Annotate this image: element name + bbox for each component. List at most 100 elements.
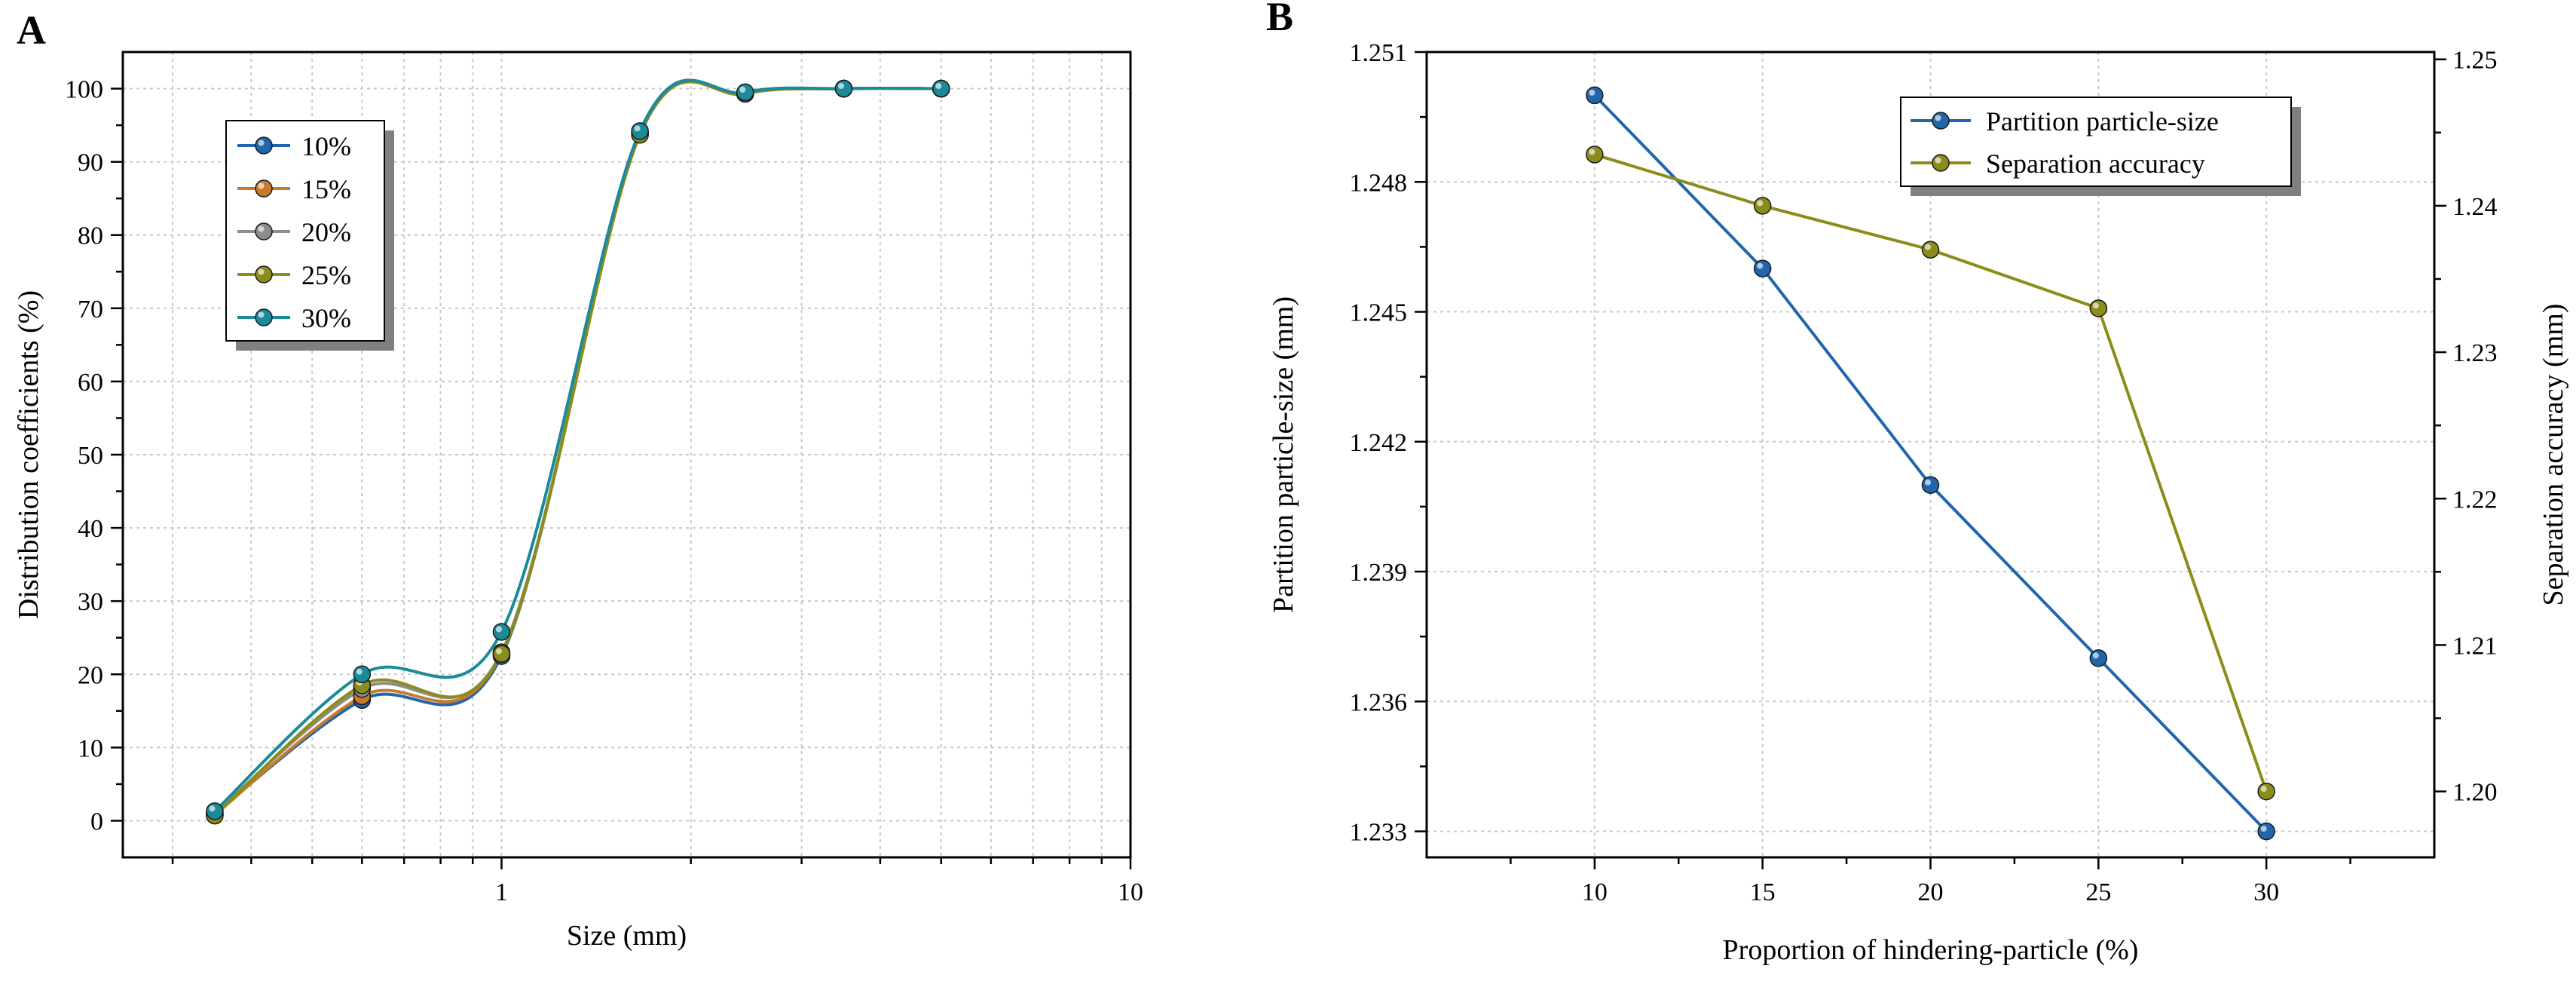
- legend-marker: [255, 136, 273, 155]
- y-tick-label: 10: [78, 734, 103, 762]
- plot-frame: [121, 51, 1132, 859]
- y-tick-label: 1.236: [1350, 688, 1408, 716]
- y-tick-label: 1.239: [1350, 559, 1408, 587]
- legend: Partition particle-size Separation accura…: [1900, 97, 2301, 196]
- data-point-highlight: [2260, 826, 2267, 832]
- y2-tick-label: 1.25: [2452, 47, 2498, 75]
- y-tick-label: 1.248: [1350, 169, 1408, 197]
- legend-marker: [1932, 154, 1950, 172]
- data-point: [492, 623, 511, 641]
- data-point-highlight: [356, 668, 363, 675]
- data-point: [932, 79, 950, 98]
- y-tick-label: 1.251: [1350, 39, 1408, 67]
- legend-marker: [1932, 112, 1950, 130]
- legend-marker: [255, 222, 273, 241]
- x-tick-label: 1: [495, 878, 508, 906]
- data-point: [2089, 649, 2108, 667]
- data-point: [2257, 822, 2275, 841]
- data-point-highlight: [209, 805, 216, 812]
- y2-axis-title: Separation accuracy (mm): [2538, 304, 2569, 606]
- data-point-highlight: [935, 83, 942, 90]
- legend-marker-highlight: [258, 311, 265, 318]
- y-tick-label: 40: [78, 515, 103, 543]
- x-tick-label: 20: [1918, 878, 1944, 906]
- y-tick-label: 1.245: [1350, 299, 1408, 327]
- legend-label: Separation accuracy: [1986, 149, 2205, 179]
- data-point-highlight: [634, 125, 641, 132]
- data-point: [1921, 476, 1940, 494]
- y-tick-label: 100: [65, 76, 103, 104]
- x-tick-label: 30: [2253, 878, 2279, 906]
- data-point-highlight: [1589, 89, 1595, 96]
- series-line-partition-particle-size: [1593, 94, 2268, 832]
- legend: 10% 15% 20% 25% 30%: [225, 120, 394, 351]
- legend-marker: [255, 179, 273, 198]
- legend-label: 10%: [301, 131, 351, 161]
- x-tick-label: 10: [1582, 878, 1608, 906]
- y-tick-label: 0: [90, 808, 103, 835]
- legend-marker-highlight: [258, 139, 265, 146]
- data-point-highlight: [1757, 262, 1764, 269]
- x-axis-title: Proportion of hindering-particle (%): [1723, 934, 2139, 966]
- legend-marker-highlight: [1935, 115, 1941, 121]
- data-point-highlight: [1589, 149, 1595, 155]
- data-point: [1921, 241, 1940, 259]
- data-point-highlight: [2092, 302, 2099, 309]
- x-axis-title: Size (mm): [567, 920, 687, 952]
- data-point-highlight: [838, 83, 845, 90]
- chart-panel-b: 10 15 20 25 30 1.233 1.236 1.239 1.242 1.245 1.248…: [1266, 0, 2569, 966]
- legend-marker: [255, 308, 273, 326]
- legend-label: 30%: [301, 303, 351, 333]
- data-point: [206, 802, 224, 820]
- legend-label: 15%: [301, 174, 351, 204]
- y-tick-label: 90: [78, 149, 103, 177]
- data-point: [1753, 259, 1772, 277]
- y-axis-title: Partition particle-size (mm): [1268, 296, 1299, 613]
- data-point: [2089, 299, 2108, 317]
- data-point-highlight: [2260, 786, 2267, 792]
- data-point-highlight: [495, 648, 502, 655]
- plot-frame: [1425, 51, 2436, 859]
- data-point: [1753, 197, 1772, 215]
- legend-marker-highlight: [258, 268, 265, 275]
- panel-label: A: [17, 8, 46, 53]
- data-point-highlight: [1757, 200, 1764, 207]
- data-point: [353, 665, 372, 684]
- y-tick-label: 1.233: [1350, 819, 1408, 847]
- y2-tick-label: 1.22: [2452, 486, 2498, 513]
- data-point-highlight: [739, 86, 746, 93]
- y2-tick-label: 1.20: [2452, 779, 2498, 807]
- legend-box: [1900, 97, 2292, 187]
- data-point: [2257, 782, 2275, 801]
- data-point-highlight: [2092, 652, 2099, 659]
- legend-marker: [255, 265, 273, 284]
- x-tick-label: 15: [1750, 878, 1776, 906]
- y-tick-label: 50: [78, 442, 103, 470]
- x-tick-label: 25: [2085, 878, 2111, 906]
- data-point: [1586, 86, 1604, 105]
- data-point-highlight: [495, 626, 502, 633]
- data-point: [631, 122, 649, 140]
- data-point: [492, 645, 511, 663]
- y2-tick-label: 1.23: [2452, 339, 2498, 367]
- legend-label: 25%: [301, 260, 351, 290]
- y-tick-label: 80: [78, 222, 103, 250]
- y-tick-label: 1.242: [1350, 429, 1408, 457]
- y-tick-label: 70: [78, 296, 103, 323]
- data-point: [736, 83, 754, 102]
- legend-label: 20%: [301, 217, 351, 247]
- x-tick-label: 10: [1118, 878, 1143, 906]
- legend-marker-highlight: [258, 225, 265, 232]
- y2-tick-label: 1.21: [2452, 632, 2498, 660]
- y2-tick-label: 1.24: [2452, 193, 2498, 221]
- y-tick-label: 20: [78, 661, 103, 689]
- panel-label: B: [1266, 0, 1293, 39]
- data-point-highlight: [1925, 244, 1931, 250]
- data-point: [834, 79, 853, 98]
- y-tick-label: 60: [78, 369, 103, 397]
- data-point-highlight: [1925, 479, 1931, 486]
- legend-marker-highlight: [258, 182, 265, 189]
- legend-marker-highlight: [1935, 157, 1941, 164]
